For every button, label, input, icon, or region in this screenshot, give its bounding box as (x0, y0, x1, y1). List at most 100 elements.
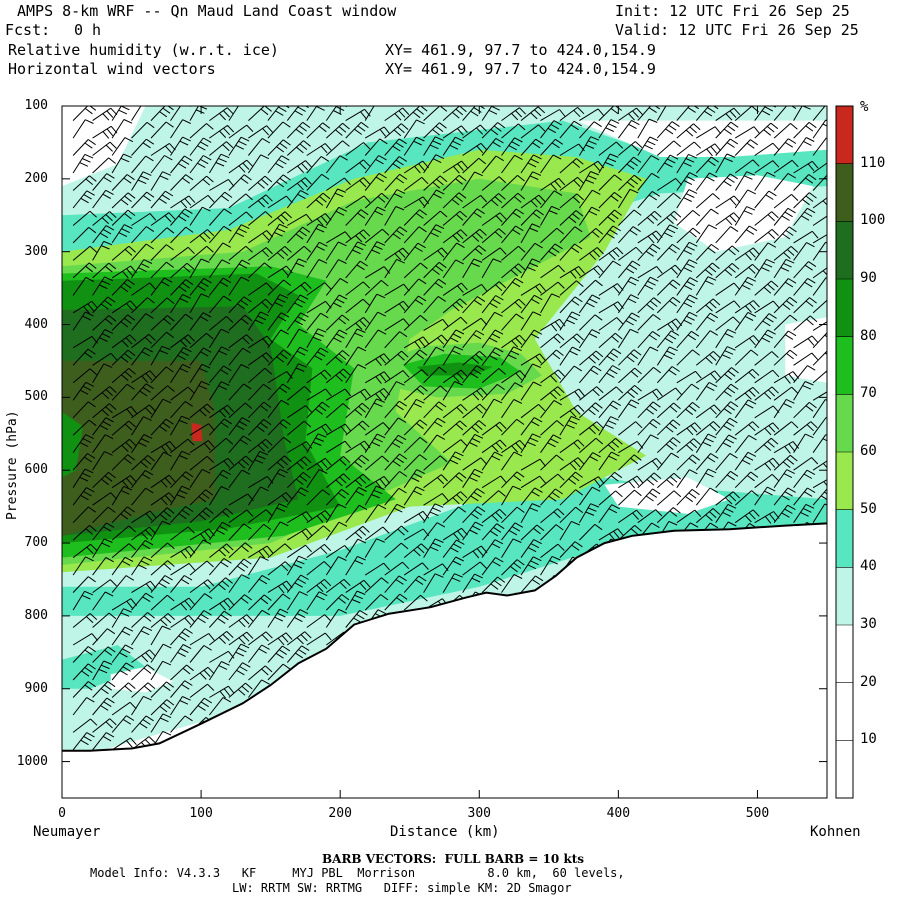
wind-barb-229 (189, 229, 215, 244)
wind-barb-1270 (734, 311, 757, 331)
wind-barb-610 (384, 417, 407, 436)
wind-barb-35 (72, 718, 98, 733)
wind-barb-640 (403, 295, 427, 314)
wind-barb-266 (209, 225, 232, 244)
wind-barb-226 (189, 175, 214, 191)
wind-barb-45 (92, 240, 113, 261)
wind-barb-1113 (656, 154, 679, 174)
colorbar-label-110: 110 (860, 154, 886, 171)
wind-barb-232 (189, 277, 212, 296)
wind-barb-974 (579, 314, 603, 331)
wind-barb-1233 (715, 316, 740, 331)
wind-barb-856 (520, 194, 546, 209)
x-tick-label-1: 100 (189, 806, 213, 821)
wind-barb-123 (131, 313, 154, 331)
wind-barb-557 (364, 138, 388, 156)
wind-barb-1074 (637, 118, 658, 139)
wind-barb-1051 (618, 367, 642, 384)
wind-barb-27 (72, 576, 96, 593)
wind-barb-899 (540, 293, 561, 314)
wind-barb-87 (111, 334, 137, 349)
wind-barb-1295 (754, 106, 776, 121)
wind-barb-146 (131, 715, 154, 733)
wind-barb-469 (306, 544, 332, 558)
wind-barb-835 (501, 471, 525, 489)
wind-barb-230 (189, 245, 214, 261)
wind-barb-839 (501, 538, 522, 558)
wind-barb-43 (92, 211, 117, 226)
wind-barb-233 (189, 293, 210, 314)
wind-barb-69 (92, 660, 113, 681)
wind-barb-273 (208, 346, 230, 366)
wind-barb-1412 (812, 212, 827, 226)
wind-barb-481 (325, 106, 348, 121)
x-end-label: Kohnen (810, 824, 861, 840)
wind-barb-1307 (754, 313, 777, 331)
wind-barb-54 (92, 403, 117, 419)
wind-barb-365 (248, 665, 273, 681)
wind-barb-208 (170, 506, 194, 524)
wind-barb-107 (111, 682, 136, 698)
wind-barb-161 (150, 331, 174, 349)
wind-barb-816 (501, 137, 523, 156)
wind-barb-446 (306, 143, 332, 156)
wind-barb-1381 (793, 315, 818, 331)
wind-barb-857 (520, 209, 544, 226)
wind-barb-1165 (676, 422, 702, 436)
wind-barb-519 (345, 121, 369, 139)
wind-barb-1304 (754, 258, 775, 279)
wind-barb-782 (481, 193, 506, 209)
wind-barb-932 (559, 226, 583, 244)
wind-barb-30 (72, 633, 98, 646)
wind-barb-1408 (812, 137, 827, 156)
wind-barb-434 (286, 574, 309, 593)
wind-barb-254 (189, 666, 215, 681)
colorbar-label-10: 10 (860, 731, 877, 748)
wind-barb-114 (131, 155, 154, 174)
wind-barb-180 (150, 660, 172, 681)
wind-barb-725 (442, 491, 468, 506)
wind-barb-56 (92, 434, 114, 453)
wind-barb-179 (150, 643, 172, 663)
wind-barb-67 (92, 628, 116, 646)
wind-barb-42 (92, 189, 114, 209)
wind-barb-204 (170, 438, 195, 454)
wind-barb-729 (442, 556, 464, 576)
wind-barb-1372 (793, 160, 819, 174)
wind-barb-747 (462, 228, 487, 244)
wind-barb-1036 (618, 107, 643, 122)
wind-barb-106 (111, 662, 134, 681)
wind-barb-904 (540, 386, 565, 401)
model-info: Model Info: V4.3.3 KF MYJ PBL Morrison 8… (90, 866, 625, 880)
wind-barb-905 (540, 399, 563, 419)
wind-barb-111 (131, 106, 152, 121)
wind-barb-289 (209, 631, 234, 646)
wind-barb-249 (189, 579, 215, 594)
wind-barb-966 (578, 171, 599, 191)
wind-barb-416 (286, 258, 307, 279)
wind-barb-412 (286, 189, 309, 209)
wind-barb-189 (170, 174, 194, 191)
wind-barb-510 (325, 608, 347, 628)
wind-barb-793 (481, 383, 505, 401)
wind-barb-1060 (618, 525, 642, 541)
wind-barb-709 (442, 210, 468, 226)
wind-barb-948 (559, 506, 584, 524)
wind-barb-872 (520, 475, 546, 489)
barb-group (72, 106, 827, 751)
wind-barb-614 (384, 487, 407, 506)
wind-barb-753 (462, 330, 485, 349)
wind-barb-1351 (773, 441, 800, 454)
wind-barb-931 (559, 210, 584, 226)
wind-barb-1023 (598, 528, 624, 541)
wind-barb-79 (111, 192, 136, 209)
wind-barb-239 (189, 403, 215, 419)
wind-barb-840 (501, 559, 525, 576)
colorbar-swatch-4 (836, 509, 853, 568)
wind-barb-670 (423, 175, 448, 191)
wind-barb-373 (267, 155, 290, 174)
wind-barb-49 (92, 315, 117, 331)
wind-barb-110 (111, 737, 137, 751)
wind-barb-113 (131, 138, 155, 156)
wind-barb-483 (325, 140, 350, 156)
